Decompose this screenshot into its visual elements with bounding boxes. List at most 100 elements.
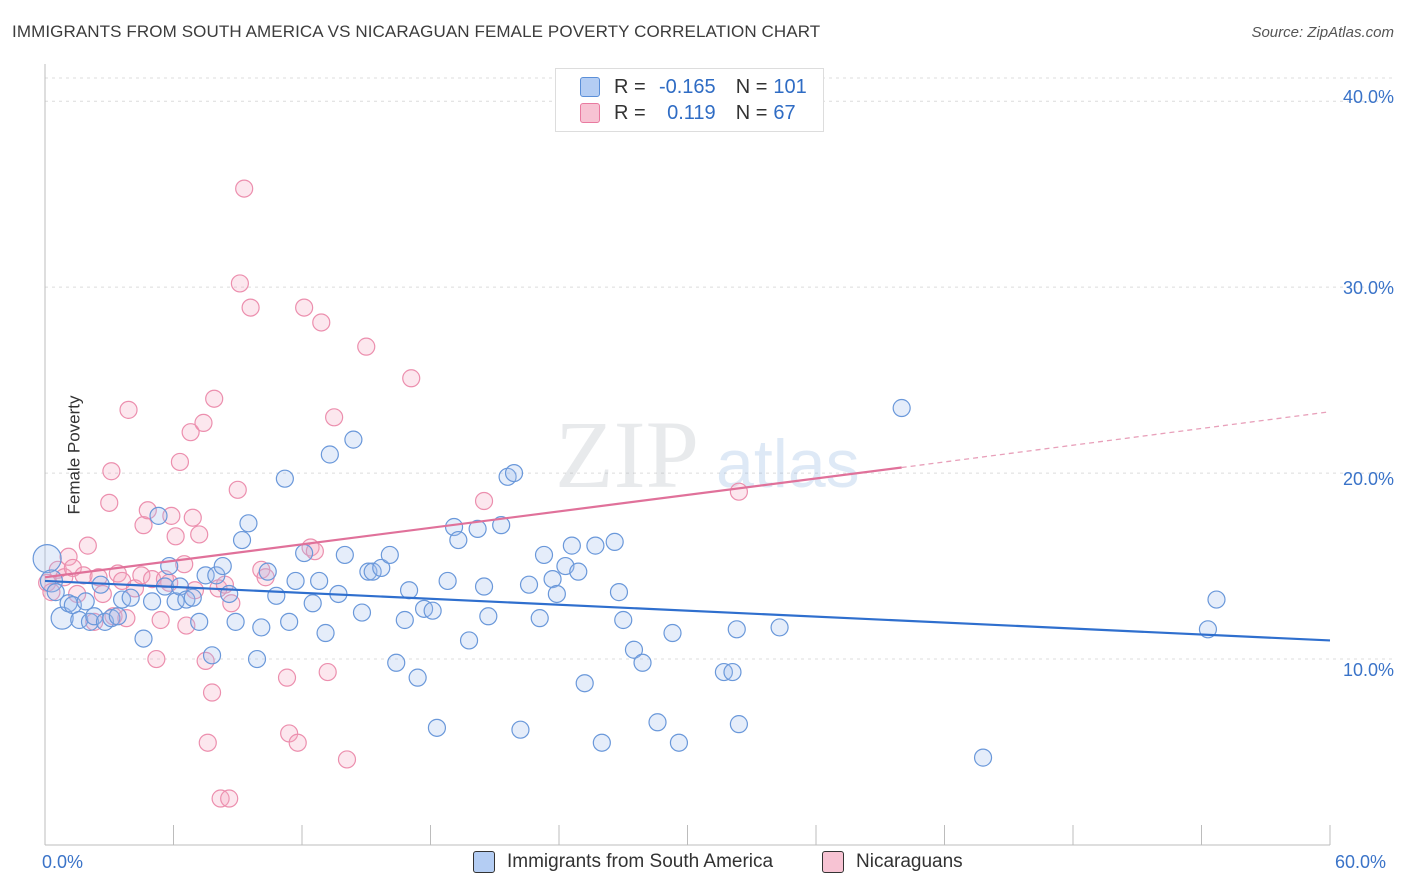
- point-immigrants: [320, 445, 339, 464]
- stats-legend: R = -0.165 N = 101 R = 0.119 N = 67: [555, 68, 824, 132]
- point-immigrants: [387, 653, 406, 672]
- point-immigrants: [177, 590, 196, 609]
- point-nicaraguans: [190, 525, 209, 544]
- trend-line-nicaraguans-extension: [901, 411, 1331, 469]
- point-immigrants: [423, 601, 442, 620]
- y-tick-label-20: 20.0%: [1342, 469, 1394, 489]
- x-tick-label-60: 60.0%: [1335, 852, 1387, 872]
- point-immigrants: [196, 566, 215, 585]
- point-nicaraguans: [183, 508, 202, 527]
- point-immigrants: [310, 571, 329, 591]
- legend-swatch-blue: [473, 851, 495, 873]
- point-immigrants: [562, 536, 581, 555]
- point-nicaraguans: [89, 568, 108, 587]
- point-immigrants: [474, 577, 494, 596]
- point-immigrants: [395, 610, 414, 630]
- legend-r-value: -0.165: [658, 75, 716, 98]
- point-immigrants: [1207, 590, 1226, 609]
- point-immigrants: [316, 623, 335, 643]
- trend-lines: [44, 411, 1331, 642]
- point-nicaraguans: [151, 610, 170, 630]
- point-immigrants: [614, 610, 633, 630]
- legend-n-label: N =: [735, 101, 768, 124]
- point-immigrants: [399, 581, 419, 600]
- point-immigrants: [202, 646, 222, 665]
- point-immigrants: [121, 588, 140, 607]
- legend-label-immigrants: Immigrants from South America: [507, 851, 774, 872]
- point-nicaraguans: [147, 649, 166, 669]
- point-immigrants: [380, 545, 399, 565]
- point-nicaraguans: [132, 566, 151, 585]
- point-immigrants: [344, 430, 363, 449]
- legend-n-label: N =: [735, 75, 768, 98]
- point-immigrants: [648, 713, 667, 732]
- point-immigrants: [609, 583, 629, 602]
- point-nicaraguans: [220, 789, 239, 808]
- point-immigrants: [459, 631, 479, 650]
- legend-swatch-pink: [822, 851, 844, 873]
- y-axis-label: Female Poverty: [64, 395, 84, 515]
- point-nicaraguans: [277, 668, 297, 687]
- watermark-zip: ZIP: [555, 401, 699, 508]
- legend-swatch-pink: [580, 103, 600, 123]
- point-immigrants: [492, 516, 511, 535]
- point-nicaraguans: [235, 179, 254, 198]
- point-immigrants: [213, 556, 232, 576]
- point-nicaraguans: [181, 423, 200, 442]
- point-immigrants: [46, 583, 65, 602]
- point-immigrants: [973, 748, 993, 767]
- point-immigrants: [220, 584, 239, 604]
- point-immigrants: [892, 398, 911, 418]
- point-immigrants: [547, 584, 566, 604]
- point-immigrants: [729, 715, 749, 734]
- point-nicaraguans: [198, 733, 217, 752]
- point-nicaraguans: [102, 462, 121, 481]
- point-nicaraguans: [295, 298, 314, 317]
- point-immigrants: [449, 530, 468, 550]
- point-immigrants: [530, 609, 549, 628]
- point-immigrants: [586, 536, 605, 555]
- point-immigrants: [438, 571, 457, 591]
- point-immigrants: [207, 566, 226, 585]
- legend-swatch-blue: [580, 77, 600, 97]
- point-immigrants: [479, 607, 498, 626]
- point-immigrants: [575, 674, 594, 693]
- point-immigrants: [247, 649, 267, 669]
- point-immigrants: [190, 612, 209, 631]
- legend-n-value: 101: [773, 75, 807, 98]
- point-nicaraguans: [230, 274, 249, 293]
- point-immigrants: [543, 569, 562, 589]
- point-nicaraguans: [288, 733, 307, 752]
- x-tick-label-0: 0.0%: [42, 852, 84, 872]
- legend-r-label: R =: [614, 75, 646, 98]
- point-immigrants: [267, 586, 286, 605]
- point-immigrants: [519, 575, 539, 594]
- point-immigrants: [335, 545, 354, 565]
- point-immigrants: [511, 720, 530, 739]
- point-nicaraguans: [337, 750, 357, 769]
- series-immigrants-south-america: [32, 398, 1226, 767]
- point-immigrants: [108, 607, 127, 626]
- y-tick-label-30: 30.0%: [1342, 278, 1394, 298]
- point-immigrants: [76, 592, 95, 611]
- point-nicaraguans: [138, 501, 157, 520]
- gridlines: [45, 77, 1395, 660]
- point-immigrants: [624, 640, 644, 659]
- point-nicaraguans: [474, 491, 494, 511]
- point-immigrants: [534, 545, 554, 565]
- point-immigrants: [663, 623, 682, 643]
- chart-source: Source: ZipAtlas.com: [1251, 24, 1394, 41]
- point-nicaraguans: [357, 337, 376, 356]
- point-immigrants: [427, 718, 447, 737]
- point-immigrants: [142, 592, 162, 611]
- point-nicaraguans: [100, 493, 119, 512]
- point-immigrants: [605, 532, 624, 551]
- point-immigrants: [32, 544, 62, 574]
- point-immigrants: [50, 606, 74, 630]
- legend-r-value: 0.119: [667, 101, 716, 124]
- point-nicaraguans: [205, 389, 224, 408]
- point-nicaraguans: [312, 313, 331, 332]
- point-immigrants: [468, 519, 487, 538]
- y-tick-label-40: 40.0%: [1342, 87, 1394, 107]
